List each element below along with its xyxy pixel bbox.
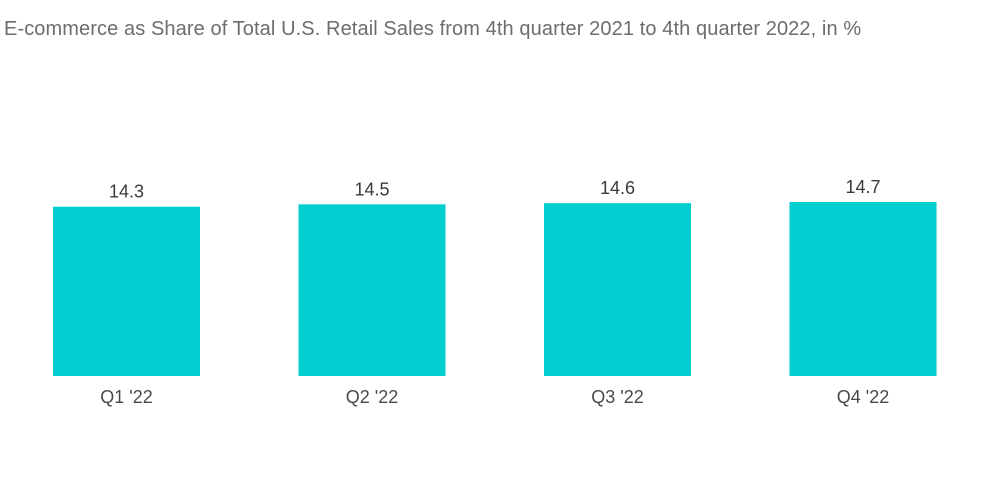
value-label-2: 14.5 bbox=[354, 179, 389, 199]
category-label-4: Q4 '22 bbox=[837, 387, 889, 407]
value-label-4: 14.7 bbox=[845, 177, 880, 197]
value-label-3: 14.6 bbox=[600, 178, 635, 198]
bar-3 bbox=[544, 203, 691, 376]
category-label-2: Q2 '22 bbox=[346, 387, 398, 407]
value-labels-group: 14.3 14.5 14.6 14.7 bbox=[109, 177, 881, 202]
category-label-1: Q1 '22 bbox=[100, 387, 152, 407]
bars-group bbox=[53, 202, 937, 376]
category-label-3: Q3 '22 bbox=[591, 387, 643, 407]
value-label-1: 14.3 bbox=[109, 182, 144, 202]
bar-4 bbox=[789, 202, 937, 376]
chart-title: E-commerce as Share of Total U.S. Retail… bbox=[4, 18, 862, 40]
bar-1 bbox=[53, 206, 200, 376]
category-labels-group: Q1 '22 Q2 '22 Q3 '22 Q4 '22 bbox=[100, 387, 889, 407]
bar-2 bbox=[298, 204, 446, 376]
